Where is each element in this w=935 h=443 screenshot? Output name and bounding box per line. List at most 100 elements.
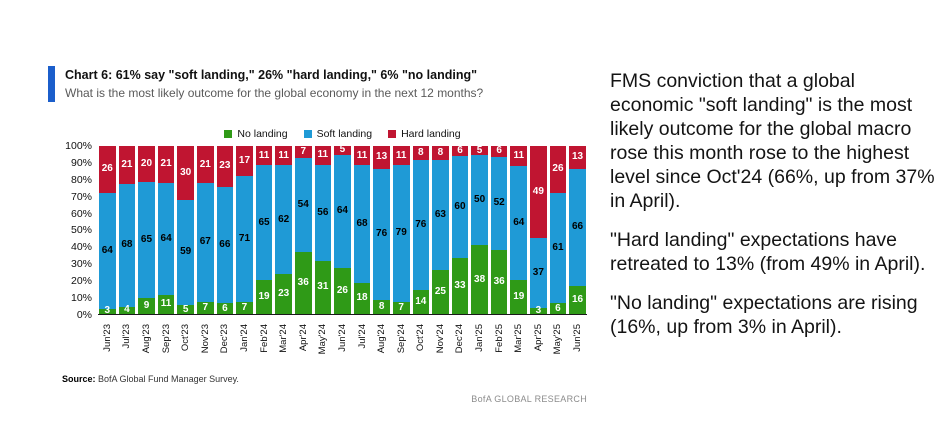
source-text: BofA Global Fund Manager Survey. [95, 374, 239, 384]
bar-segment-hard-landing: 8 [432, 146, 449, 160]
bar-column-Mar25: 11 64 19 [510, 146, 528, 314]
x-tick-label: Jun'25 [572, 324, 584, 352]
x-tick-label: May'25 [552, 324, 564, 355]
bar-value-label: 7 [398, 301, 404, 313]
bar-segment-hard-landing: 21 [118, 146, 136, 184]
bar-value-label: 26 [336, 284, 348, 296]
bar-value-label: 8 [437, 147, 444, 158]
bar-segment-no-landing: 3 [99, 306, 116, 316]
bar-segment-no-landing: 33 [451, 257, 469, 314]
chart-header: Chart 6: 61% say "soft landing," 26% "ha… [48, 66, 593, 103]
chart-subtitle: What is the most likely outcome for the … [65, 85, 484, 100]
x-tick-label: Oct'24 [415, 324, 427, 352]
bar-value-label: 66 [219, 239, 231, 251]
x-tick-cell: Sep'24 [393, 321, 410, 371]
x-tick-cell: Jan'25 [471, 321, 488, 371]
commentary-panel: FMS conviction that a global economic "s… [610, 70, 935, 355]
bar-value-label: 79 [395, 227, 407, 239]
x-tick-label: Apr'24 [297, 324, 309, 352]
bar-value-label: 26 [552, 163, 564, 175]
bar-value-label: 56 [317, 206, 329, 218]
bar-value-label: 67 [199, 236, 211, 248]
bar-segment-hard-landing: 11 [255, 146, 273, 166]
bar-column-Nov24: 8 63 25 [432, 146, 449, 314]
bar-segment-soft-landing: 79 [392, 165, 410, 302]
x-tick-label: Feb'25 [493, 324, 505, 353]
legend-item-hard-landing: Hard landing [388, 128, 461, 140]
bar-value-label: 61 [552, 242, 564, 254]
bar-value-label: 3 [535, 305, 542, 317]
bar-value-label: 14 [415, 295, 427, 307]
x-tick-cell: Feb'25 [491, 321, 508, 371]
bar-value-label: 13 [571, 151, 584, 163]
bar-segment-soft-landing: 52 [490, 156, 508, 250]
source-line: Source: BofA Global Fund Manager Survey. [62, 374, 239, 384]
bar-value-label: 5 [339, 144, 346, 156]
bar-segment-no-landing: 26 [334, 268, 351, 314]
bar-column-Mar24: 11 62 23 [275, 146, 292, 314]
y-tick-label: 50% [70, 224, 92, 237]
bar-value-label: 76 [415, 218, 427, 230]
x-tick-label: May'24 [317, 324, 329, 355]
plot-row: 100% 90% 80% 70% 60% 50% 40% 30% 20% 10% 0% 26 64 3 2… [60, 140, 587, 321]
bar-value-label: 64 [513, 216, 525, 228]
chart-legend: No landing Soft landing Hard landing [98, 128, 587, 140]
bar-value-label: 64 [160, 232, 172, 244]
bar-column-May24: 11 56 31 [314, 146, 332, 314]
bar-column-Aug24: 13 76 8 [373, 146, 390, 314]
bar-value-label: 9 [143, 299, 150, 311]
bar-column-Jul23: 21 68 4 [118, 146, 136, 315]
x-tick-cell: Apr'24 [295, 321, 312, 371]
legend-label: Hard landing [401, 128, 461, 140]
x-tick-label: Sep'24 [395, 324, 407, 354]
bar-segment-no-landing: 7 [196, 301, 214, 314]
x-tick-cell: Feb'24 [256, 321, 273, 371]
bar-value-label: 50 [474, 194, 486, 206]
bar-value-label: 63 [434, 209, 446, 221]
y-tick-label: 10% [70, 292, 92, 305]
bar-value-label: 7 [241, 301, 248, 313]
legend-swatch-icon [388, 130, 397, 138]
bar-column-Jan24: 17 71 7 [236, 146, 253, 314]
bar-value-label: 11 [317, 149, 329, 161]
commentary-paragraph-3: "No landing" expectations are rising (16… [610, 291, 918, 338]
bar-segment-no-landing: 8 [373, 300, 390, 314]
legend-swatch-icon [303, 130, 312, 138]
bar-value-label: 68 [121, 239, 133, 251]
x-tick-cell: Mar'25 [510, 321, 527, 371]
bar-value-label: 68 [356, 217, 368, 229]
bar-segment-no-landing: 19 [510, 280, 528, 314]
bar-value-label: 21 [121, 158, 133, 170]
bar-segment-soft-landing: 64 [157, 182, 175, 295]
bar-segment-hard-landing: 11 [275, 146, 292, 166]
bar-column-Aug23: 20 65 9 [138, 146, 155, 314]
legend-item-no-landing: No landing [224, 128, 288, 140]
bar-segment-no-landing: 3 [530, 305, 547, 317]
bar-column-Jun25: 13 66 16 [569, 146, 586, 314]
x-tick-cell: Jul'23 [119, 321, 136, 371]
bar-segment-hard-landing: 7 [294, 146, 312, 159]
legend-item-soft-landing: Soft landing [303, 128, 372, 140]
bar-segment-soft-landing: 65 [138, 181, 155, 298]
bar-segment-hard-landing: 49 [530, 146, 547, 239]
bar-value-label: 64 [336, 205, 348, 217]
bar-value-label: 37 [532, 267, 544, 279]
x-tick-label: Apr'25 [532, 324, 544, 352]
bar-segment-no-landing: 6 [549, 303, 567, 314]
bar-value-label: 8 [418, 146, 424, 158]
bar-value-label: 7 [300, 146, 307, 158]
bar-value-label: 59 [180, 246, 192, 258]
y-axis: 100% 90% 80% 70% 60% 50% 40% 30% 20% 10% 0% [60, 140, 98, 321]
bar-segment-soft-landing: 76 [373, 168, 390, 301]
legend-label: No landing [237, 128, 288, 140]
bar-value-label: 19 [258, 291, 270, 303]
bar-segment-hard-landing: 21 [196, 146, 214, 184]
bar-value-label: 71 [238, 232, 251, 244]
bar-segment-no-landing: 36 [490, 249, 508, 314]
bar-segment-hard-landing: 30 [177, 146, 194, 200]
x-tick-label: Mar'25 [513, 324, 525, 353]
x-tick-label: Nov'24 [434, 324, 446, 354]
bar-segment-hard-landing: 11 [353, 146, 371, 166]
x-tick-cell: Mar'24 [275, 321, 292, 371]
